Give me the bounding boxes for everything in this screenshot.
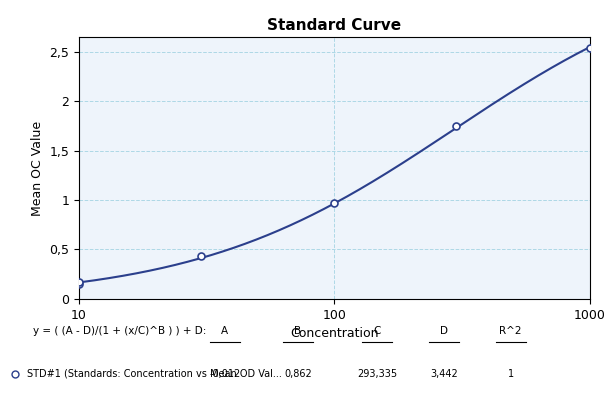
Text: -0,012: -0,012 [209, 369, 241, 379]
Text: C: C [373, 326, 381, 336]
Text: y = ( (A - D)/(1 + (x/C)^B ) ) + D:: y = ( (A - D)/(1 + (x/C)^B ) ) + D: [33, 326, 207, 336]
Text: 1: 1 [508, 369, 514, 379]
Text: B: B [294, 326, 302, 336]
Text: R^2: R^2 [499, 326, 522, 336]
Text: 293,335: 293,335 [357, 369, 397, 379]
Text: D: D [440, 326, 448, 336]
Text: A: A [221, 326, 229, 336]
Text: 0,862: 0,862 [284, 369, 312, 379]
Text: STD#1 (Standards: Concentration vs Mean OD Val...: STD#1 (Standards: Concentration vs Mean … [27, 369, 282, 379]
X-axis label: Concentration: Concentration [290, 327, 379, 340]
Y-axis label: Mean OC Value: Mean OC Value [31, 120, 44, 216]
Text: 3,442: 3,442 [430, 369, 458, 379]
Title: Standard Curve: Standard Curve [268, 18, 401, 33]
